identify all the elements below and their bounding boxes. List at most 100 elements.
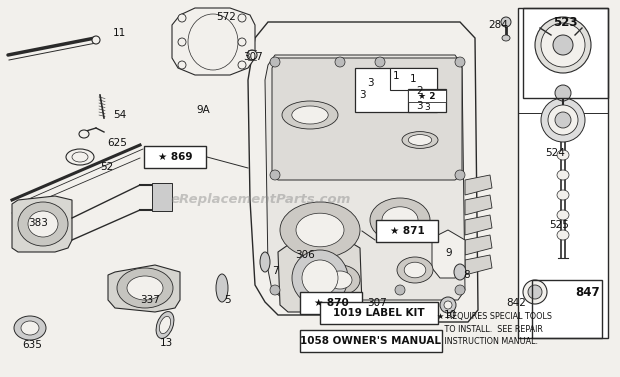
Ellipse shape xyxy=(296,213,344,247)
Polygon shape xyxy=(265,55,465,300)
Polygon shape xyxy=(432,230,465,278)
Ellipse shape xyxy=(260,252,270,272)
Ellipse shape xyxy=(156,311,174,339)
Polygon shape xyxy=(465,255,492,275)
Ellipse shape xyxy=(21,321,39,335)
Ellipse shape xyxy=(292,106,328,124)
Ellipse shape xyxy=(404,262,426,278)
Polygon shape xyxy=(465,235,492,255)
Ellipse shape xyxy=(444,301,452,309)
Text: 1: 1 xyxy=(410,74,416,84)
Ellipse shape xyxy=(455,285,465,295)
Text: 9A: 9A xyxy=(196,105,210,115)
Ellipse shape xyxy=(553,35,573,55)
Ellipse shape xyxy=(280,202,360,258)
Polygon shape xyxy=(465,195,492,215)
Text: 5: 5 xyxy=(224,295,231,305)
Bar xyxy=(355,68,437,112)
Ellipse shape xyxy=(178,61,186,69)
Text: ★ 2: ★ 2 xyxy=(418,92,436,101)
Ellipse shape xyxy=(270,170,280,180)
Bar xyxy=(390,68,437,90)
Ellipse shape xyxy=(557,150,569,160)
Ellipse shape xyxy=(159,316,170,334)
Ellipse shape xyxy=(270,57,280,67)
Text: ★ REQUIRES SPECIAL TOOLS
   TO INSTALL.  SEE REPAIR
   INSTRUCTION MANUAL.: ★ REQUIRES SPECIAL TOOLS TO INSTALL. SEE… xyxy=(437,312,552,346)
Text: 11: 11 xyxy=(113,28,126,38)
Bar xyxy=(408,89,446,112)
Ellipse shape xyxy=(455,57,465,67)
Ellipse shape xyxy=(375,57,385,67)
Text: 7: 7 xyxy=(272,266,278,276)
Ellipse shape xyxy=(238,14,246,22)
Ellipse shape xyxy=(79,130,89,138)
Bar xyxy=(532,280,602,338)
Text: 54: 54 xyxy=(113,110,126,120)
Ellipse shape xyxy=(320,265,360,295)
Ellipse shape xyxy=(541,23,585,67)
Ellipse shape xyxy=(282,101,338,129)
Text: 3: 3 xyxy=(424,104,430,112)
Bar xyxy=(152,183,172,211)
Text: 307: 307 xyxy=(243,52,263,62)
Ellipse shape xyxy=(455,170,465,180)
Polygon shape xyxy=(172,8,255,75)
Ellipse shape xyxy=(535,17,591,73)
Ellipse shape xyxy=(28,211,58,237)
Ellipse shape xyxy=(302,260,338,296)
Text: 1019 LABEL KIT: 1019 LABEL KIT xyxy=(333,308,425,318)
Ellipse shape xyxy=(216,274,228,302)
Bar xyxy=(144,146,206,168)
Ellipse shape xyxy=(292,250,348,306)
Ellipse shape xyxy=(247,50,257,60)
Text: 1058 OWNER'S MANUAL: 1058 OWNER'S MANUAL xyxy=(301,336,441,346)
Bar xyxy=(408,90,446,102)
Ellipse shape xyxy=(127,276,163,300)
Ellipse shape xyxy=(358,89,402,110)
Text: eReplacementParts.com: eReplacementParts.com xyxy=(170,193,350,206)
Bar xyxy=(523,8,608,98)
Text: 572: 572 xyxy=(216,12,236,22)
Ellipse shape xyxy=(397,257,433,283)
Text: ★ 870: ★ 870 xyxy=(314,298,348,308)
Text: 13: 13 xyxy=(160,338,173,348)
Ellipse shape xyxy=(335,57,345,67)
Text: 1: 1 xyxy=(393,71,400,81)
Polygon shape xyxy=(272,58,462,180)
Bar xyxy=(300,330,442,352)
Ellipse shape xyxy=(454,264,466,280)
Ellipse shape xyxy=(178,14,186,22)
Polygon shape xyxy=(248,22,478,322)
Text: 10: 10 xyxy=(444,310,457,320)
Ellipse shape xyxy=(555,85,571,101)
Text: 842: 842 xyxy=(506,298,526,308)
Ellipse shape xyxy=(238,38,246,46)
Bar xyxy=(518,8,608,338)
Ellipse shape xyxy=(14,316,46,340)
Text: 307: 307 xyxy=(367,298,387,308)
Ellipse shape xyxy=(548,105,578,135)
Ellipse shape xyxy=(557,190,569,200)
Polygon shape xyxy=(465,215,492,235)
Ellipse shape xyxy=(440,297,456,313)
Ellipse shape xyxy=(555,112,571,128)
Ellipse shape xyxy=(402,132,438,149)
Text: 3: 3 xyxy=(416,101,423,111)
Ellipse shape xyxy=(72,152,88,162)
Ellipse shape xyxy=(541,98,585,142)
Ellipse shape xyxy=(270,285,280,295)
Text: 52: 52 xyxy=(100,162,113,172)
Polygon shape xyxy=(108,265,180,312)
Ellipse shape xyxy=(395,285,405,295)
Text: 625: 625 xyxy=(107,138,127,148)
Text: 525: 525 xyxy=(549,220,569,230)
Text: ★ 871: ★ 871 xyxy=(389,226,424,236)
Ellipse shape xyxy=(188,14,238,70)
Text: 284: 284 xyxy=(488,20,508,30)
Ellipse shape xyxy=(528,285,542,299)
Ellipse shape xyxy=(557,170,569,180)
Text: 8: 8 xyxy=(463,270,469,280)
Ellipse shape xyxy=(92,36,100,44)
Polygon shape xyxy=(12,196,72,252)
Polygon shape xyxy=(465,175,492,195)
